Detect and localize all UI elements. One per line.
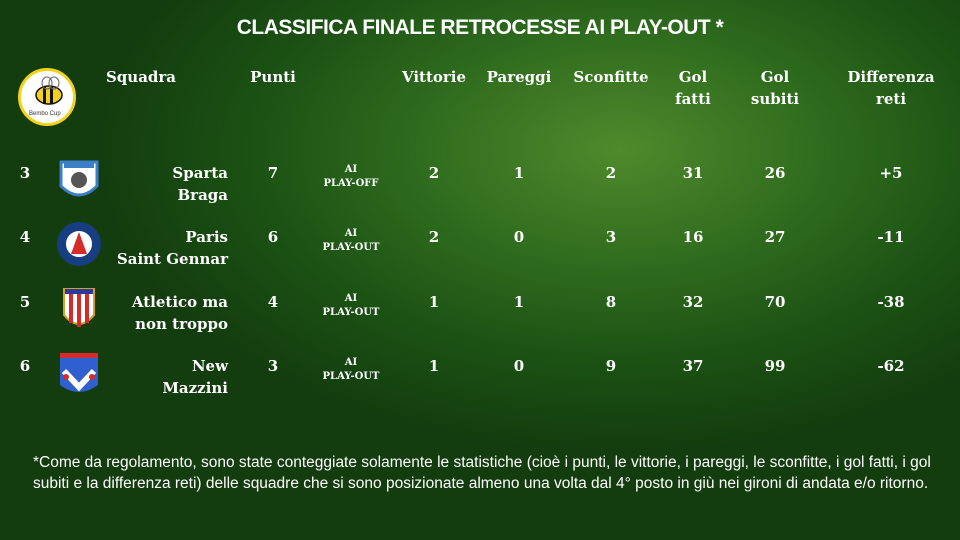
atletico-crest — [63, 288, 95, 327]
sconfitte-cell: 3 — [605, 228, 617, 246]
team-name-line1: Paris — [185, 228, 228, 246]
sconfitte-cell: 9 — [605, 357, 617, 375]
vittorie-cell: 2 — [428, 228, 440, 246]
pareggi-cell: 1 — [513, 293, 525, 311]
team-name-line1: Atletico ma — [131, 293, 228, 311]
team-name-line2: Braga — [177, 186, 228, 204]
differenza-reti-cell: -38 — [877, 293, 905, 311]
team-name-line1: New — [191, 357, 228, 375]
header-pareggi: Pareggi — [486, 68, 552, 86]
status-label: AI PLAY-OFF — [323, 163, 378, 191]
team-name: New Mazzini — [68, 355, 228, 399]
header-punti: Punti — [250, 68, 296, 86]
new-mazzini-crest — [60, 353, 98, 392]
vittorie-cell: 2 — [428, 164, 440, 182]
gol-fatti-cell: 31 — [682, 164, 704, 182]
pareggi-cell: 0 — [513, 357, 525, 375]
header-gol-subiti-line2: subiti — [750, 90, 800, 108]
gol-fatti-cell: 32 — [682, 293, 704, 311]
header-gol-fatti: Gol fatti — [675, 66, 711, 110]
team-name-line2: non troppo — [135, 315, 228, 333]
header-differenza-reti: Differenza reti — [847, 66, 934, 110]
gol-fatti-cell: 16 — [682, 228, 704, 246]
page-title: CLASSIFICA FINALE RETROCESSE AI PLAY-OUT… — [236, 16, 724, 39]
punti-cell: 4 — [267, 293, 279, 311]
header-gol-subiti-line1: Gol — [760, 68, 790, 86]
header-diff-line1: Differenza — [847, 68, 935, 86]
team-name: Atletico ma non troppo — [68, 291, 228, 335]
bembo-cup-logo: Bembo Cup — [18, 68, 76, 126]
status-label: AI PLAY-OUT — [323, 292, 380, 320]
header-squadra: Squadra — [105, 68, 177, 86]
header-diff-line2: reti — [875, 90, 907, 108]
header-vittorie: Vittorie — [401, 68, 467, 86]
bee-icon: Bembo Cup — [29, 76, 63, 117]
punti-cell: 6 — [267, 228, 279, 246]
header-gol-subiti: Gol subiti — [751, 66, 799, 110]
status-line2: PLAY-OUT — [322, 371, 380, 382]
paris-saint-gennar-crest — [57, 222, 101, 266]
header-sconfitte: Sconfitte — [573, 68, 649, 86]
gol-subiti-cell: 27 — [764, 228, 786, 246]
sparta-braga-crest — [59, 160, 99, 197]
status-label: AI PLAY-OUT — [323, 356, 380, 384]
status-line2: PLAY-OUT — [322, 242, 380, 253]
rank-cell: 4 — [19, 228, 31, 246]
pareggi-cell: 1 — [513, 164, 525, 182]
rank-cell: 3 — [19, 164, 31, 182]
team-name: Paris Saint Gennar — [68, 226, 228, 270]
pareggi-cell: 0 — [513, 228, 525, 246]
gol-subiti-cell: 99 — [764, 357, 786, 375]
gol-fatti-cell: 37 — [682, 357, 704, 375]
vittorie-cell: 1 — [428, 293, 440, 311]
team-name-line1: Sparta — [172, 164, 228, 182]
status-line1: AI — [344, 357, 358, 368]
status-line2: PLAY-OFF — [323, 178, 379, 189]
svg-text:Bembo Cup: Bembo Cup — [29, 111, 61, 117]
gol-subiti-cell: 26 — [764, 164, 786, 182]
rank-cell: 6 — [19, 357, 31, 375]
differenza-reti-cell: -62 — [877, 357, 905, 375]
team-name-line2: Mazzini — [162, 379, 228, 397]
status-line2: PLAY-OUT — [322, 307, 380, 318]
status-label: AI PLAY-OUT — [323, 227, 380, 255]
sconfitte-cell: 8 — [605, 293, 617, 311]
header-gol-fatti-line1: Gol — [678, 68, 708, 86]
team-name-line2: Saint Gennar — [116, 250, 228, 268]
punti-cell: 7 — [267, 164, 279, 182]
differenza-reti-cell: +5 — [879, 164, 903, 182]
status-line1: AI — [344, 164, 358, 175]
rank-cell: 5 — [19, 293, 31, 311]
sconfitte-cell: 2 — [605, 164, 617, 182]
status-line1: AI — [344, 228, 358, 239]
status-line1: AI — [344, 293, 358, 304]
gol-subiti-cell: 70 — [764, 293, 786, 311]
footnote: *Come da regolamento, sono state contegg… — [33, 454, 931, 492]
header-gol-fatti-line2: fatti — [675, 90, 711, 108]
differenza-reti-cell: -11 — [877, 228, 905, 246]
punti-cell: 3 — [267, 357, 279, 375]
team-name: Sparta Braga — [68, 162, 228, 206]
vittorie-cell: 1 — [428, 357, 440, 375]
